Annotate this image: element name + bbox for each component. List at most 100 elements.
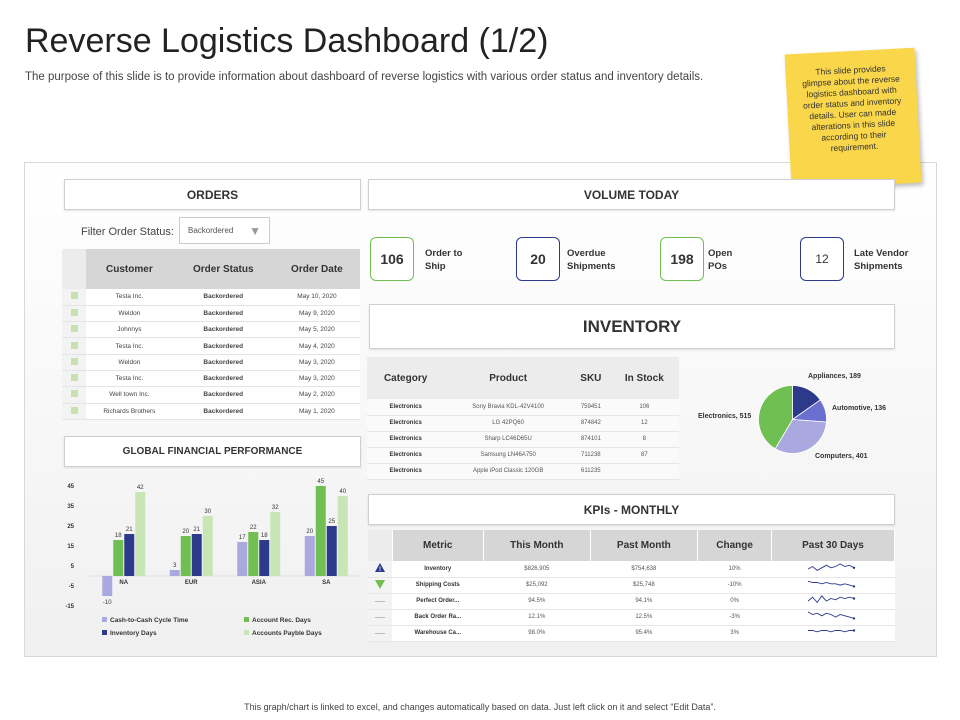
- bar-sa-series-0[interactable]: [304, 536, 315, 576]
- volume-card-value[interactable]: 198: [660, 237, 704, 281]
- table-row[interactable]: Weldon Backordered May 9, 2020: [62, 305, 360, 323]
- kpi-change-cell: 10%: [697, 561, 772, 578]
- orders-table: Customer Order Status Order Date Testa I…: [62, 249, 360, 420]
- y-tick-label: 25: [67, 524, 74, 530]
- order-customer-cell: Weldon: [86, 354, 173, 371]
- table-row[interactable]: Back Order Ra... 12.1% 12.5% -3%: [368, 609, 895, 626]
- orders-col-date: Order Date: [273, 249, 360, 289]
- table-row[interactable]: Electronics Apple iPod Classic 120GB 61123…: [367, 463, 679, 480]
- kpi-this-cell: $25,092: [483, 577, 591, 594]
- checkbox-square-icon: [70, 292, 78, 300]
- volume-card-value[interactable]: 12: [800, 237, 844, 281]
- svg-text:!: !: [379, 567, 381, 572]
- table-row[interactable]: Weldon Backordered May 3, 2020: [62, 354, 360, 371]
- table-row[interactable]: Electronics Sharp LC46D65U 874101 8: [367, 431, 679, 448]
- table-row[interactable]: Electronics Sony Bravia KDL-42V4100 759451…: [367, 399, 679, 416]
- row-checkbox[interactable]: [62, 321, 86, 339]
- bar-asia-series-3[interactable]: [270, 512, 281, 576]
- table-row[interactable]: Testa Inc. Backordered May 3, 2020: [62, 370, 360, 388]
- bar-value-label: 40: [339, 489, 346, 495]
- table-row[interactable]: Testa Inc. Backordered May 10, 2020: [62, 289, 360, 306]
- volume-card-value[interactable]: 20: [516, 237, 560, 281]
- row-checkbox[interactable]: [62, 305, 86, 323]
- bar-asia-series-2[interactable]: [259, 540, 270, 576]
- y-tick-label: 15: [67, 544, 74, 550]
- page-subtitle: The purpose of this slide is to provide …: [25, 71, 704, 83]
- bar-asia-series-1[interactable]: [248, 532, 259, 576]
- bar-na-series-0[interactable]: [102, 576, 113, 596]
- order-customer-cell: Johnnys: [86, 321, 173, 339]
- order-customer-cell: Weldon: [86, 305, 173, 323]
- order-status-cell: Backordered: [172, 321, 274, 339]
- table-row[interactable]: Well town Inc. Backordered May 2, 2020: [62, 386, 360, 404]
- row-checkbox[interactable]: [62, 289, 86, 306]
- table-row[interactable]: Shipping Costs $25,092 $25,748 -10%: [368, 577, 895, 594]
- dash-icon: [368, 609, 392, 626]
- bar-eur-series-1[interactable]: [180, 536, 191, 576]
- table-row[interactable]: Johnnys Backordered May 5, 2020: [62, 321, 360, 339]
- inventory-header: INVENTORY: [369, 304, 895, 349]
- y-tick-label: -5: [69, 584, 75, 590]
- bar-sa-series-1[interactable]: [315, 486, 326, 576]
- kpi-col-this-month: This Month: [483, 530, 591, 561]
- filter-order-status-select[interactable]: Backordered ▼: [179, 217, 270, 244]
- bar-eur-series-0[interactable]: [169, 570, 180, 576]
- down-arrow-icon: [368, 577, 392, 594]
- inv-product-cell: Sharp LC46D65U: [444, 431, 573, 448]
- table-row[interactable]: Warehouse Ca... 98.0% 95.4% 3%: [368, 625, 895, 642]
- inv-col-category: Category: [367, 357, 445, 399]
- table-row[interactable]: Testa Inc. Backordered May 4, 2020: [62, 337, 360, 355]
- table-row[interactable]: Richards Brothers Backordered May 1, 2020: [62, 403, 360, 420]
- legend-label: Account Rec. Days: [252, 617, 311, 624]
- bar-value-label: 18: [261, 533, 268, 539]
- inv-product-cell: Samsung LN46A750: [444, 447, 573, 464]
- y-tick-label: -15: [65, 604, 74, 610]
- sticky-note: This slide provides glimpse about the re…: [784, 47, 922, 190]
- pie-slice-electronics[interactable]: [758, 385, 793, 450]
- order-date-cell: May 4, 2020: [273, 337, 360, 355]
- bar-eur-series-2[interactable]: [191, 534, 202, 576]
- pie-slice-computers[interactable]: [774, 419, 827, 454]
- bar-na-series-3[interactable]: [135, 492, 146, 576]
- inv-sku-cell: 874101: [572, 431, 610, 448]
- bar-eur-series-3[interactable]: [202, 516, 213, 576]
- row-checkbox[interactable]: [62, 370, 86, 388]
- table-row[interactable]: Electronics LG 42PQ60 874842 12: [367, 415, 679, 432]
- bar-asia-series-0[interactable]: [237, 542, 248, 576]
- order-status-cell: Backordered: [172, 337, 274, 355]
- order-customer-cell: Richards Brothers: [86, 403, 173, 420]
- bar-sa-series-3[interactable]: [337, 496, 348, 576]
- dash-icon: [368, 593, 392, 610]
- kpi-past-cell: 95.4%: [590, 625, 698, 642]
- row-checkbox[interactable]: [62, 337, 86, 355]
- table-row[interactable]: ! Inventory $826,905 $754,638 10%: [368, 561, 895, 578]
- kpi-col-past-30-days: Past 30 Days: [771, 530, 895, 561]
- inv-stock-cell: 106: [609, 399, 679, 416]
- kpi-past-cell: 12.5%: [590, 609, 698, 626]
- inv-category-cell: Electronics: [367, 431, 445, 448]
- pie-label: Automotive, 136: [832, 405, 887, 412]
- bar-value-label: 18: [115, 533, 122, 539]
- bar-na-series-1[interactable]: [113, 540, 124, 576]
- row-checkbox[interactable]: [62, 354, 86, 371]
- inv-product-cell: LG 42PQ60: [444, 415, 573, 432]
- volume-label-line2: POs: [708, 261, 728, 272]
- legend-label: Cash-to-Cash Cycle Time: [110, 617, 189, 624]
- table-row[interactable]: Perfect Order... 94.5% 94.1% 0%: [368, 593, 895, 610]
- bar-value-label: -10: [103, 600, 112, 606]
- inv-category-cell: Electronics: [367, 463, 445, 480]
- order-customer-cell: Testa Inc.: [86, 289, 173, 306]
- volume-label-line1: Overdue: [567, 248, 606, 259]
- volume-card-value[interactable]: 106: [370, 237, 414, 281]
- inv-category-cell: Electronics: [367, 399, 445, 416]
- bar-value-label: 32: [272, 505, 279, 511]
- category-label: NA: [119, 580, 128, 586]
- bar-na-series-2[interactable]: [124, 534, 135, 576]
- inv-col-stock: In Stock: [609, 357, 679, 399]
- pie-label: Computers, 401: [815, 453, 868, 460]
- bar-sa-series-2[interactable]: [326, 526, 337, 576]
- row-checkbox[interactable]: [62, 403, 86, 420]
- table-row[interactable]: Electronics Samsung LN46A750 711238 87: [367, 447, 679, 464]
- order-customer-cell: Testa Inc.: [86, 337, 173, 355]
- row-checkbox[interactable]: [62, 386, 86, 404]
